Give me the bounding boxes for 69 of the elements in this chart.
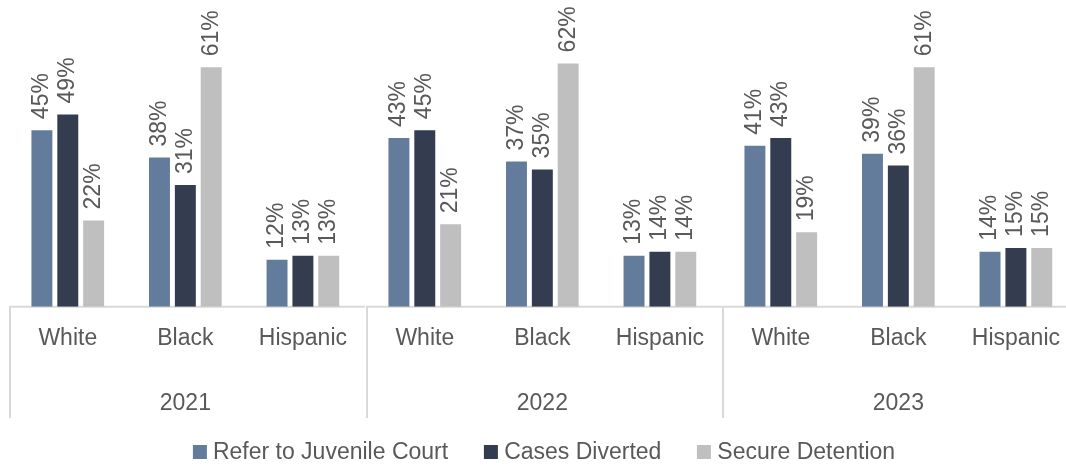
bar (913, 67, 935, 307)
bar (770, 137, 792, 307)
bar (200, 67, 222, 307)
x-tick-label: Black (157, 323, 214, 350)
bar (887, 165, 909, 307)
bar (744, 145, 766, 307)
data-label: 38% (144, 100, 171, 147)
data-label: 13% (288, 198, 315, 245)
bar (506, 161, 527, 307)
data-label: 14% (645, 194, 672, 241)
data-label: 36% (883, 108, 910, 155)
bar (414, 130, 436, 307)
bar (796, 232, 818, 307)
data-label: 22% (78, 163, 105, 210)
bar (57, 114, 79, 307)
x-tick-label: White (395, 323, 455, 350)
data-label: 45% (27, 73, 54, 120)
bar (83, 220, 105, 307)
bar (979, 251, 1001, 307)
data-label: 61% (909, 10, 936, 57)
data-label: 14% (975, 194, 1002, 241)
bar (649, 251, 671, 307)
bar (1005, 247, 1027, 307)
x-tick-label: Hispanic (258, 323, 348, 350)
data-label: 43% (766, 80, 793, 127)
data-label: 62% (553, 6, 580, 53)
data-label: 21% (435, 167, 462, 214)
bar (174, 185, 196, 307)
data-label: 13% (619, 198, 646, 245)
legend-label: Cases Diverted (504, 438, 662, 465)
x-tick-label: Black (514, 323, 571, 350)
x-tick-label: White (751, 323, 811, 350)
data-label: 45% (410, 73, 437, 120)
x-tick-label: Hispanic (971, 323, 1061, 350)
bar (149, 157, 170, 307)
x-axis-title: 2023 (872, 388, 924, 415)
x-axis-title: 2022 (516, 388, 568, 415)
data-label: 12% (262, 202, 289, 249)
bar (623, 255, 645, 307)
bar (675, 251, 697, 307)
data-label: 13% (314, 198, 341, 245)
data-label: 37% (501, 104, 528, 151)
legend-label: Refer to Juvenile Court (212, 438, 449, 465)
x-tick-label: White (38, 323, 98, 350)
data-label: 15% (1027, 190, 1054, 237)
bar (31, 130, 53, 307)
x-tick-label: Black (870, 323, 927, 350)
bar (388, 137, 410, 307)
data-label: 43% (384, 80, 411, 127)
data-label: 61% (196, 10, 223, 57)
bar (266, 259, 288, 307)
bar (318, 255, 340, 307)
data-label: 49% (53, 57, 80, 104)
bar (531, 169, 553, 307)
data-label: 39% (857, 96, 884, 143)
data-label: 15% (1001, 190, 1028, 237)
bar (292, 255, 314, 307)
data-label: 35% (527, 112, 554, 159)
bar (557, 63, 579, 307)
legend-label: Secure Detention (717, 438, 896, 465)
x-axis-title: 2021 (159, 388, 211, 415)
bar (862, 153, 883, 307)
bar (440, 224, 462, 307)
x-tick-label: Hispanic (615, 323, 705, 350)
data-label: 41% (740, 88, 767, 135)
bar (1031, 247, 1053, 307)
data-label: 19% (791, 175, 818, 222)
data-label: 31% (170, 128, 197, 175)
data-label: 14% (671, 194, 698, 241)
